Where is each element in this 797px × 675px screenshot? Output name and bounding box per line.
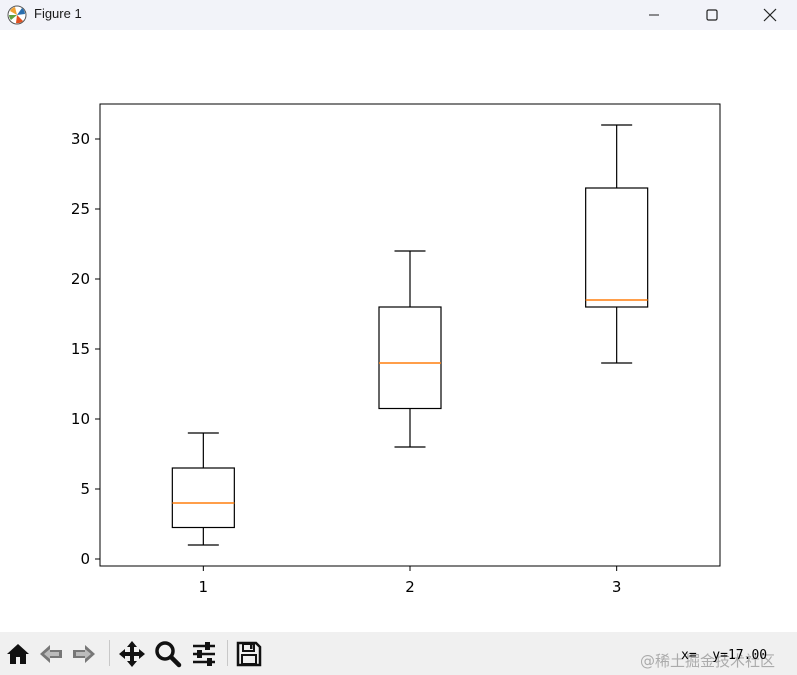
- close-icon: [763, 8, 777, 22]
- minimize-button[interactable]: [625, 0, 683, 30]
- window-titlebar: Figure 1: [0, 0, 797, 30]
- home-button[interactable]: [4, 640, 32, 668]
- y-tick-label: 15: [71, 340, 90, 358]
- window-title: Figure 1: [34, 6, 82, 21]
- box-iqr: [171, 467, 235, 529]
- configure-subplots-icon: [193, 642, 215, 666]
- maximize-button[interactable]: [683, 0, 741, 30]
- maximize-icon: [706, 9, 718, 21]
- matplotlib-icon: [7, 5, 27, 25]
- save-button[interactable]: [235, 640, 263, 668]
- x-tick-label: 1: [199, 578, 209, 596]
- figure-canvas[interactable]: 0 5 10 15 20 25 30 1 2 3: [0, 30, 797, 632]
- configure-subplots-button[interactable]: [190, 640, 218, 668]
- y-tick-label: 30: [71, 130, 90, 148]
- box-iqr: [378, 306, 442, 410]
- box-iqr: [585, 187, 649, 308]
- box-plot: 0 5 10 15 20 25 30 1 2 3: [71, 103, 721, 596]
- y-tick-label: 5: [80, 480, 90, 498]
- zoom-icon: [155, 641, 182, 668]
- x-tick-label: 2: [405, 578, 415, 596]
- back-button[interactable]: [37, 640, 65, 668]
- forward-icon: [73, 645, 95, 663]
- watermark-text: @稀土掘金技术社区: [640, 652, 776, 670]
- toolbar-separator: [109, 640, 110, 666]
- close-button[interactable]: [741, 0, 797, 30]
- y-tick-label: 20: [71, 270, 90, 288]
- navigation-toolbar: @稀土掘金技术社区 x= y=17.00: [0, 632, 797, 675]
- y-tick-label: 0: [80, 550, 90, 568]
- pan-icon: [119, 641, 145, 667]
- zoom-button[interactable]: [154, 640, 182, 668]
- forward-button[interactable]: [70, 640, 98, 668]
- toolbar-separator: [227, 640, 228, 666]
- back-icon: [40, 645, 62, 663]
- x-tick-label: 3: [612, 578, 622, 596]
- coordinate-readout: x= y=17.00: [681, 648, 768, 663]
- axes-frame: [99, 103, 721, 567]
- minimize-icon: [649, 14, 659, 16]
- home-icon: [7, 644, 29, 664]
- save-icon: [236, 641, 262, 667]
- y-tick-label: 10: [71, 410, 90, 428]
- y-tick-label: 25: [71, 200, 90, 218]
- pan-button[interactable]: [118, 640, 146, 668]
